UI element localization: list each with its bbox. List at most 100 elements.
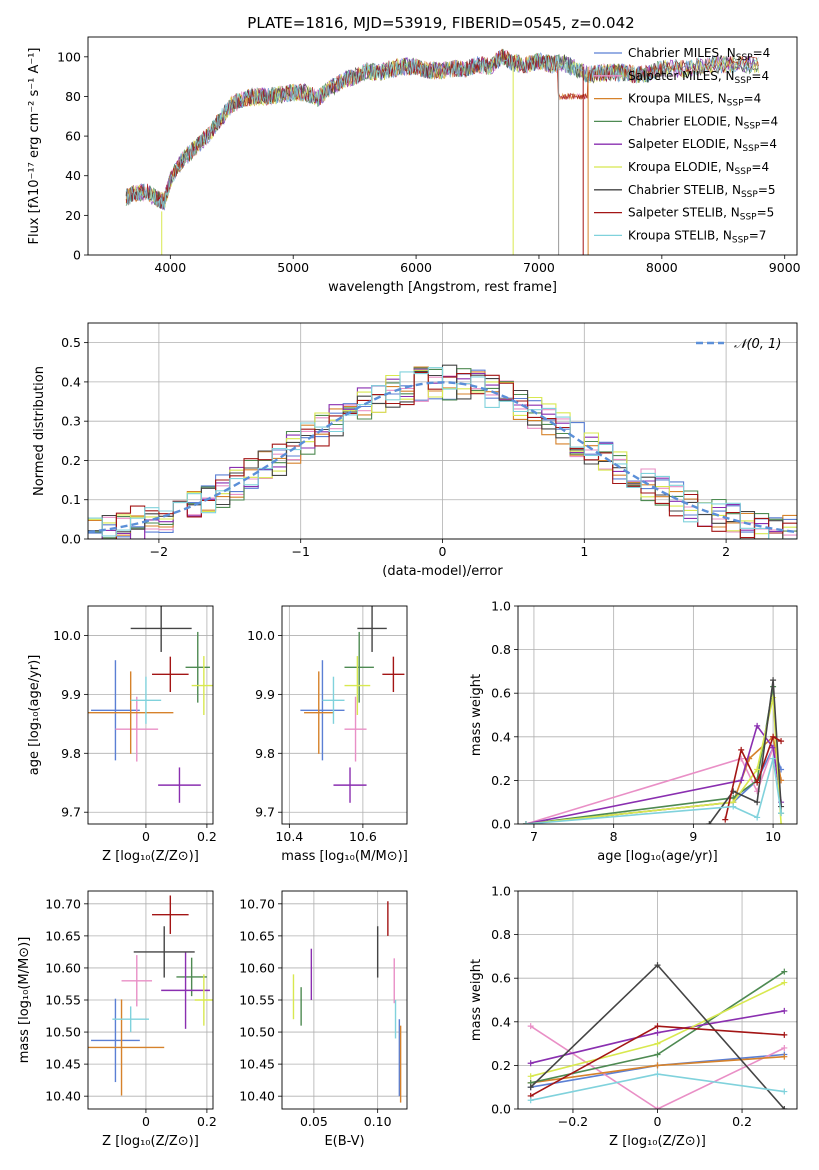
weight-marker: [754, 799, 761, 806]
axes-frame: [517, 605, 798, 825]
plot-area: [88, 895, 213, 1096]
legend-label: Chabrier ELODIE, N: [628, 114, 744, 128]
axes-mass_vs_Z: 0 0.2 10.40 10.45 10.50 10.55 10.60 10.65 10.70 Z…: [17, 890, 217, 1149]
y-tick-label: 0.5: [61, 335, 81, 350]
x-tick-label: 0.10: [364, 1114, 392, 1129]
weight-marker: [778, 821, 785, 824]
axes-frame: [87, 605, 214, 825]
legend-subscript: SSP: [736, 53, 753, 63]
x-tick-label: 9: [689, 829, 697, 844]
weight-marker: [754, 814, 761, 821]
histogram-step: [88, 369, 797, 539]
weight-line: [525, 724, 782, 824]
y-tick-label: 0.6: [491, 971, 511, 986]
weight-marker: [770, 755, 777, 762]
weight-marker: [781, 1044, 788, 1051]
weight-marker: [754, 766, 761, 773]
y-tick-label: 60: [65, 129, 81, 144]
axes-frame: [281, 605, 408, 825]
weight-marker: [654, 1071, 661, 1078]
x-tick-label: −1: [291, 544, 309, 559]
x-tick-label: 8000: [646, 260, 678, 275]
weight-marker: [778, 738, 785, 745]
x-tick-label: 7000: [523, 260, 555, 275]
weight-marker: [722, 816, 729, 823]
x-tick-label: 0.2: [197, 1114, 217, 1129]
weight-marker: [770, 733, 777, 740]
y-tick-label: 10.65: [45, 928, 81, 943]
y-tick-label: 0.8: [491, 642, 511, 657]
y-tick-label: 0.6: [491, 686, 511, 701]
y-tick-label: 9.9: [255, 687, 275, 702]
legend-value: =7: [749, 228, 767, 242]
weight-marker: [654, 1023, 661, 1030]
axes-frame: [87, 322, 798, 540]
plot-area: [292, 901, 402, 1103]
legend-label: Kroupa MILES, N: [628, 92, 727, 106]
weight-marker: [527, 1060, 534, 1067]
weight-marker: [781, 1007, 788, 1014]
y-axis-label: Flux [fλ10⁻¹⁷ erg cm⁻² s⁻¹ A⁻¹]: [27, 48, 42, 245]
axes-spectrum: 4000 5000 6000 7000 8000 9000 0 20 40 60 80 100 wave…: [27, 36, 801, 295]
legend-label: Chabrier MILES, N: [628, 46, 736, 60]
weight-marker: [781, 1053, 788, 1060]
weight-marker: [654, 962, 661, 969]
x-tick-label: 0.05: [300, 1114, 328, 1129]
y-tick-label: 10.0: [53, 628, 81, 643]
legend-subscript: SSP: [740, 213, 757, 223]
legend-value: =5: [757, 206, 775, 220]
weight-marker: [781, 979, 788, 986]
y-tick-label: 0.4: [491, 729, 511, 744]
weight-marker: [781, 1106, 788, 1109]
y-tick-label: 10.60: [45, 960, 81, 975]
y-tick-label: 10.0: [247, 628, 275, 643]
weight-marker: [770, 744, 777, 751]
weight-marker: [654, 1062, 661, 1069]
y-tick-label: 9.7: [61, 805, 81, 820]
x-tick-label: 0.2: [732, 1114, 752, 1129]
x-tick-label: 10: [765, 829, 781, 844]
x-tick-label: 10.6: [349, 829, 377, 844]
weight-marker: [770, 677, 777, 684]
y-tick-label: 1.0: [491, 884, 511, 899]
y-tick-label: 10.45: [45, 1057, 81, 1072]
figure-title: PLATE=1816, MJD=53919, FIBERID=0545, z=0…: [247, 14, 634, 32]
legend-label: Salpeter ELODIE, N: [628, 137, 742, 151]
axes-mass_weight_vs_age: 7 8 9 10 0.0 0.2 0.4 0.6 0.8 1.0 age [log₁₀(age/yr…: [469, 599, 798, 864]
weight-marker: [706, 821, 713, 824]
x-tick-label: 5000: [277, 260, 309, 275]
y-tick-label: 0.4: [491, 1014, 511, 1029]
y-tick-label: 10.50: [45, 1025, 81, 1040]
y-tick-label: 10.60: [239, 960, 275, 975]
y-axis-label: mass weight: [469, 674, 484, 756]
y-tick-label: 20: [65, 208, 81, 223]
axes-frame: [87, 890, 214, 1110]
y-tick-label: 9.7: [255, 805, 275, 820]
weight-marker: [527, 1084, 534, 1091]
y-axis-label: mass [log₁₀(M/M⊙)]: [17, 937, 32, 1064]
weight-marker: [654, 1029, 661, 1036]
legend-subscript: SSP: [732, 235, 749, 245]
weight-marker: [654, 1106, 661, 1109]
y-tick-label: 10.65: [239, 928, 275, 943]
x-tick-label: 6000: [400, 260, 432, 275]
x-axis-label: age [log₁₀(age/yr)]: [597, 849, 718, 864]
spectrum-line: [125, 53, 759, 210]
legend-entry: Chabrier MILES, NSSP=4: [628, 46, 770, 63]
y-tick-label: 10.55: [239, 993, 275, 1008]
weight-marker: [730, 803, 737, 810]
plot-area: [522, 677, 785, 824]
weight-marker: [527, 1073, 534, 1080]
y-tick-label: 10.40: [45, 1089, 81, 1104]
legend-value: =4: [759, 137, 777, 151]
y-tick-label: 10.40: [239, 1089, 275, 1104]
weight-marker: [738, 746, 745, 753]
x-tick-label: 4000: [154, 260, 186, 275]
axes-residuals: −2 −1 0 1 2 0.0 0.1 0.2 0.3 0.4 0.5 (data-model)/er…: [32, 322, 798, 579]
legend-entry: Kroupa MILES, NSSP=4: [628, 92, 761, 109]
axes-frame: [281, 890, 408, 1110]
plot-area: [300, 606, 405, 803]
legend-entry: Kroupa ELODIE, NSSP=4: [628, 160, 769, 177]
axes-mass_vs_EBV: 0.05 0.10 10.40 10.45 10.50 10.55 10.60 10.65 10…: [239, 890, 408, 1149]
